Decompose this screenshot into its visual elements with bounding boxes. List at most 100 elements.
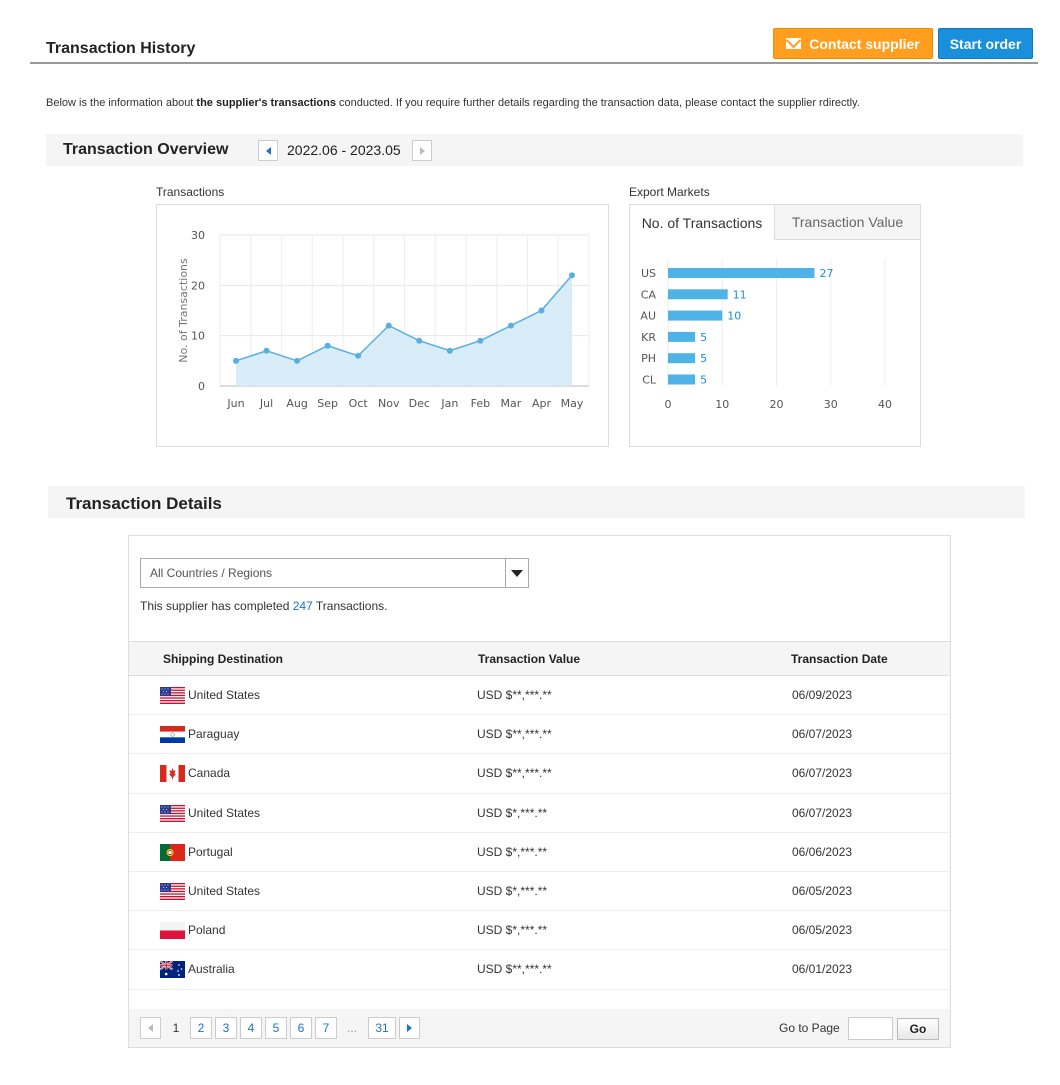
x-tick-label: Dec: [409, 397, 430, 410]
data-point[interactable]: [477, 337, 484, 344]
table-row: United States USD $*,***.** 06/05/2023: [129, 872, 950, 912]
table-body: United States USD $**,***.** 06/09/2023 …: [129, 676, 950, 990]
x-tick-label: Sep: [317, 397, 338, 410]
transaction-value-cell: USD $**,***.**: [477, 727, 552, 742]
category-label: PH: [641, 352, 656, 365]
period-label: 2022.06 - 2023.05: [287, 142, 401, 158]
x-tick-label: Nov: [378, 397, 400, 410]
intro-bold: the supplier's transactions: [196, 97, 336, 109]
table-row: Australia USD $**,***.** 06/01/2023: [129, 950, 950, 990]
page-5[interactable]: 5: [265, 1017, 287, 1039]
data-point[interactable]: [507, 322, 514, 329]
data-point[interactable]: [324, 342, 331, 349]
transaction-date-cell: 06/09/2023: [792, 688, 853, 702]
mail-icon: [786, 38, 802, 49]
x-tick-label: 10: [715, 398, 729, 411]
table-row: Paraguay USD $**,***.** 06/07/2023: [129, 715, 950, 755]
canada-flag-icon: [160, 765, 185, 783]
col-transaction-date: Transaction Date: [791, 652, 888, 666]
bar[interactable]: [668, 353, 696, 364]
col-shipping-destination: Shipping Destination: [163, 652, 283, 666]
caret-left-icon: [265, 146, 271, 155]
bar[interactable]: [668, 331, 696, 342]
data-point[interactable]: [263, 347, 270, 354]
prev-page-button[interactable]: [140, 1017, 161, 1039]
bar[interactable]: [668, 268, 815, 278]
go-button[interactable]: Go: [897, 1018, 939, 1040]
x-tick-label: Jan: [440, 397, 458, 410]
goto-page-input[interactable]: [848, 1017, 893, 1040]
details-title: Transaction Details: [66, 494, 222, 513]
transactions-chart: 0 10 20 30 No. of Transactions Jun Jul Aug Sep Oc…: [156, 204, 609, 447]
data-point[interactable]: [538, 307, 545, 314]
page-2[interactable]: 2: [190, 1017, 212, 1039]
transaction-date-cell: 06/07/2023: [792, 766, 853, 781]
category-label: KR: [641, 331, 656, 344]
export-markets-label: Export Markets: [629, 185, 710, 199]
x-tick-label: Feb: [471, 397, 490, 410]
contact-supplier-button[interactable]: Contact supplier: [773, 28, 933, 59]
paraguay-flag-icon: [160, 726, 185, 744]
x-tick-label: 40: [878, 398, 892, 411]
country-filter-select[interactable]: All Countries / Regions: [140, 558, 529, 588]
x-tick-label: May: [561, 397, 584, 410]
transaction-value-cell: USD $**,***.**: [477, 688, 552, 702]
page-7[interactable]: 7: [315, 1017, 337, 1039]
portugal-flag-icon: [160, 843, 185, 861]
transaction-details-panel: All Countries / Regions This supplier ha…: [128, 535, 951, 1048]
data-label: 5: [700, 331, 707, 344]
intro-text: Below is the information about the suppl…: [46, 97, 860, 109]
country-filter-value: All Countries / Regions: [150, 566, 273, 580]
data-point[interactable]: [233, 357, 239, 364]
page-31[interactable]: 31: [368, 1017, 396, 1039]
tab-no-of-transactions[interactable]: No. of Transactions: [630, 205, 775, 240]
data-point[interactable]: [569, 272, 575, 279]
transaction-date-cell: 06/06/2023: [792, 844, 853, 859]
page-6[interactable]: 6: [290, 1017, 312, 1039]
start-order-button[interactable]: Start order: [938, 28, 1033, 59]
prev-period-button[interactable]: [258, 140, 278, 161]
x-tick-label: Oct: [349, 397, 369, 410]
transaction-date-cell: 06/07/2023: [792, 727, 853, 742]
summary-pre: This supplier has completed: [140, 599, 293, 613]
next-page-button[interactable]: [399, 1017, 420, 1039]
bar[interactable]: [668, 374, 696, 385]
australia-flag-icon: [160, 961, 185, 979]
y-tick-label: 30: [191, 229, 205, 242]
shipping-destination-cell: Australia: [188, 962, 235, 977]
x-tick-label: Mar: [501, 397, 522, 410]
data-point[interactable]: [294, 357, 301, 364]
us-flag-icon: [160, 882, 185, 900]
x-tick-label: 30: [824, 398, 838, 411]
y-tick-label: 0: [198, 380, 205, 393]
page-ellipsis: ...: [346, 1021, 357, 1035]
overview-title: Transaction Overview: [63, 141, 229, 158]
transactions-label: Transactions: [156, 185, 225, 199]
page-4[interactable]: 4: [240, 1017, 262, 1039]
x-tick-label: 20: [770, 398, 784, 411]
y-tick-label: 20: [191, 279, 205, 292]
category-label: AU: [640, 310, 656, 323]
table-row: Canada USD $**,***.** 06/07/2023: [129, 754, 950, 794]
data-point[interactable]: [385, 322, 392, 329]
page-1[interactable]: 1: [172, 1021, 180, 1035]
data-point[interactable]: [446, 347, 453, 354]
shipping-destination-cell: Poland: [188, 923, 226, 938]
dropdown-arrow-icon[interactable]: [505, 559, 528, 587]
tab-transaction-value[interactable]: Transaction Value: [775, 205, 920, 240]
overview-bar: Transaction Overview 2022.06 - 2023.05: [46, 134, 1023, 166]
bar[interactable]: [668, 310, 723, 321]
x-tick-label: Jun: [226, 397, 244, 410]
bar[interactable]: [668, 289, 728, 300]
x-tick-label: Jul: [259, 397, 273, 410]
transaction-count: 247: [292, 599, 313, 613]
data-label: 27: [819, 267, 833, 280]
next-period-button[interactable]: [412, 140, 432, 161]
data-point[interactable]: [416, 337, 423, 344]
shipping-destination-cell: United States: [188, 688, 261, 702]
data-point[interactable]: [355, 352, 362, 359]
transaction-date-cell: 06/07/2023: [792, 805, 853, 820]
area-fill: [236, 275, 572, 386]
transactions-line-chart: 0 10 20 30 No. of Transactions Jun Jul Aug Sep Oc…: [177, 229, 590, 410]
page-3[interactable]: 3: [215, 1017, 237, 1039]
